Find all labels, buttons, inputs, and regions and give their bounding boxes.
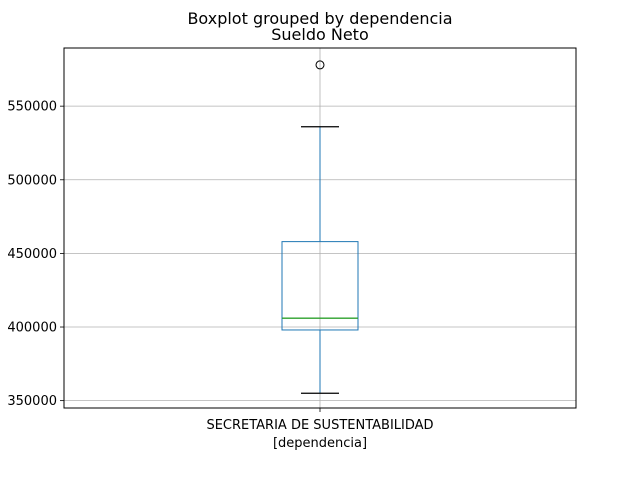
y-tick-label: 400000: [7, 321, 57, 336]
chart-suptitle: Boxplot grouped by dependencia: [187, 9, 452, 28]
outlier-point: [315, 60, 325, 70]
x-tick-label: SECRETARIA DE SUSTENTABILIDAD: [206, 418, 433, 433]
y-tick-label: 350000: [7, 394, 57, 409]
x-axis-label: [dependencia]: [273, 436, 367, 451]
box-layer: [281, 60, 359, 394]
axis-layer: 350000 400000 450000 500000 550000 SECRETARIA…: [7, 100, 433, 433]
y-tick-label: 450000: [7, 247, 57, 262]
plot-frame: [63, 47, 577, 409]
chart-title: Sueldo Neto: [271, 25, 369, 44]
iqr-box: [281, 241, 359, 331]
y-tick-label: 500000: [7, 173, 57, 188]
y-tick-label: 550000: [7, 100, 57, 115]
